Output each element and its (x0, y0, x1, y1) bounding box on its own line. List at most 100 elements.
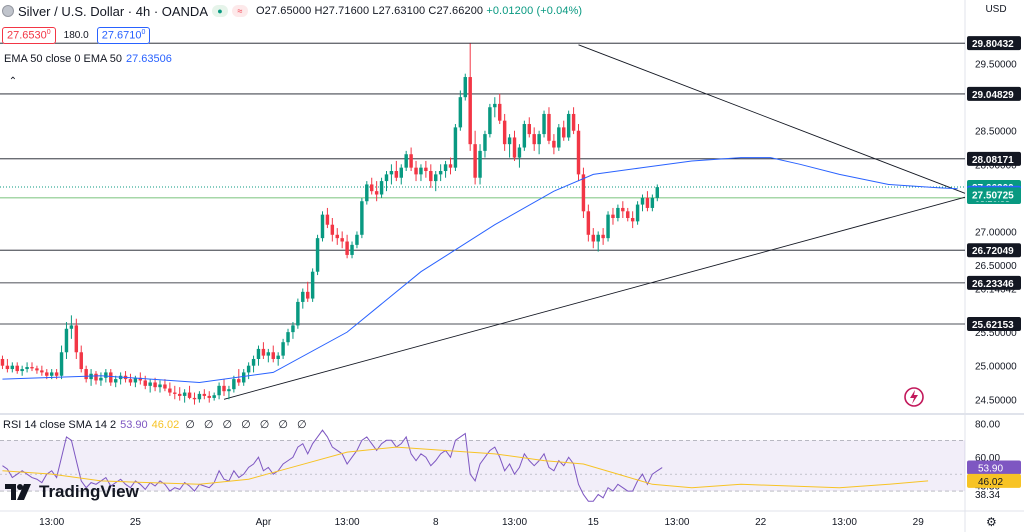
candle-body (389, 171, 394, 175)
price-label-text: 26.23346 (972, 279, 1014, 290)
candle-body (429, 171, 433, 182)
time-tick-label: 13:00 (502, 517, 527, 528)
ema-label: EMA 50 close 0 EMA 50 (4, 53, 123, 65)
tradingview-logo[interactable]: TradingView (5, 482, 139, 502)
time-tick-label: 15 (588, 517, 600, 528)
candle-body (630, 218, 635, 222)
candle-body (498, 103, 502, 121)
candle-body (207, 395, 211, 398)
candle-body (547, 113, 551, 141)
rsi-tick-label: 38.34 (975, 490, 1000, 501)
candle-body (177, 393, 182, 396)
rsi-line (2, 429, 663, 502)
bid-ask-panel: 27.65300 180.0 27.67100 (2, 27, 151, 44)
price-tick-label: 25.50000 (975, 328, 1017, 339)
candle-body (232, 379, 236, 390)
candle-body (345, 241, 349, 255)
candle-body (355, 234, 359, 245)
candle-body (478, 150, 482, 178)
candle-body (650, 197, 655, 208)
buy-button[interactable]: 27.67100 (96, 27, 151, 44)
candle-body (5, 365, 10, 370)
price-tick-label: 25.00000 (975, 362, 1017, 373)
candle-body (409, 154, 413, 168)
currency-selector[interactable]: USD (974, 4, 1018, 15)
candle-body (350, 244, 354, 255)
candle-body (301, 291, 305, 302)
candle-body (25, 367, 29, 370)
price-tick-label: 26.14642 (975, 285, 1017, 296)
time-tick-label: 13:00 (832, 517, 857, 528)
candle-body (315, 238, 320, 272)
candle-body (187, 392, 192, 398)
rsi-sma-line (2, 446, 929, 489)
candle-body (493, 103, 497, 108)
candle-body (537, 134, 541, 145)
candle-body (645, 197, 650, 208)
candle-body (365, 184, 369, 202)
candle-body (517, 147, 522, 158)
price-label-badge (967, 243, 1021, 258)
candle-body (192, 397, 197, 400)
market-status-icon[interactable]: ● (212, 5, 228, 17)
candle-body (443, 164, 448, 172)
time-tick-label: 8 (433, 517, 439, 528)
candle-body (246, 365, 251, 373)
candle-body (320, 214, 325, 239)
price-label-badge (967, 86, 1021, 101)
candle-body (369, 184, 374, 192)
price-label-text: 25.62153 (972, 320, 1014, 331)
candle-body (542, 113, 546, 135)
candle-body (45, 372, 49, 376)
candle-body (448, 164, 453, 168)
candle-body (148, 382, 152, 386)
candle-body (424, 167, 428, 172)
lightning-icon[interactable] (904, 387, 924, 407)
candle-body (384, 174, 389, 182)
price-label-badge (967, 151, 1021, 166)
candle-body (40, 370, 44, 373)
settings-gear-icon[interactable]: ⚙ (986, 515, 997, 529)
candle-body (596, 234, 600, 242)
candle-body (463, 77, 467, 98)
time-tick-label: 22 (755, 517, 767, 528)
sell-button[interactable]: 27.65300 (2, 27, 56, 44)
candle-body (591, 234, 596, 242)
candle-body (113, 379, 118, 383)
candle-body (601, 234, 605, 239)
price-label-badge (967, 316, 1021, 331)
symbol-info[interactable]: Silver / U.S. Dollar · 4h · OANDA (2, 4, 208, 19)
symbol-logo-icon (2, 5, 14, 17)
candle-body (0, 358, 5, 366)
candle-body (552, 140, 556, 148)
ohlc-values: O27.65000 H27.71600 L27.63100 C27.66200 … (256, 5, 582, 17)
rsi-label-text: 46.02 (978, 477, 1003, 488)
time-tick-label: 25 (130, 517, 142, 528)
price-label-text: 29.80432 (972, 39, 1014, 50)
price-label-text: 28.08171 (972, 155, 1014, 166)
data-status-icon[interactable]: ≈ (232, 5, 248, 17)
candle-body (310, 271, 315, 299)
candle-body (576, 130, 581, 175)
candle-body (616, 207, 620, 219)
candle-body (640, 197, 645, 205)
price-label-text: 27.50725 (972, 190, 1014, 201)
candle-body (261, 348, 266, 356)
candle-body (128, 379, 133, 383)
candle-body (212, 395, 216, 398)
candle-body (606, 214, 610, 239)
candle-body (305, 291, 310, 299)
price-label-badge (967, 275, 1021, 290)
change-text: +0.01200 (+0.04%) (486, 5, 583, 17)
ohlc-text: O27.65000 H27.71600 L27.63100 C27.66200 (256, 5, 484, 17)
candle-body (20, 369, 24, 372)
chart-header: Silver / U.S. Dollar · 4h · OANDA ● ≈ O2… (0, 0, 582, 22)
time-tick-label: Apr (256, 517, 272, 528)
candle-body (64, 328, 69, 353)
rsi-legend[interactable]: RSI 14 close SMA 14 2 53.90 46.02 ∅ ∅ ∅ ∅ ∅… (3, 418, 310, 431)
collapse-legend-icon[interactable]: ⌃ (8, 76, 18, 87)
candle-body (379, 181, 384, 195)
rsi-band (0, 440, 965, 492)
ema-legend[interactable]: EMA 50 close 0 EMA 50 27.63506 (4, 53, 172, 65)
